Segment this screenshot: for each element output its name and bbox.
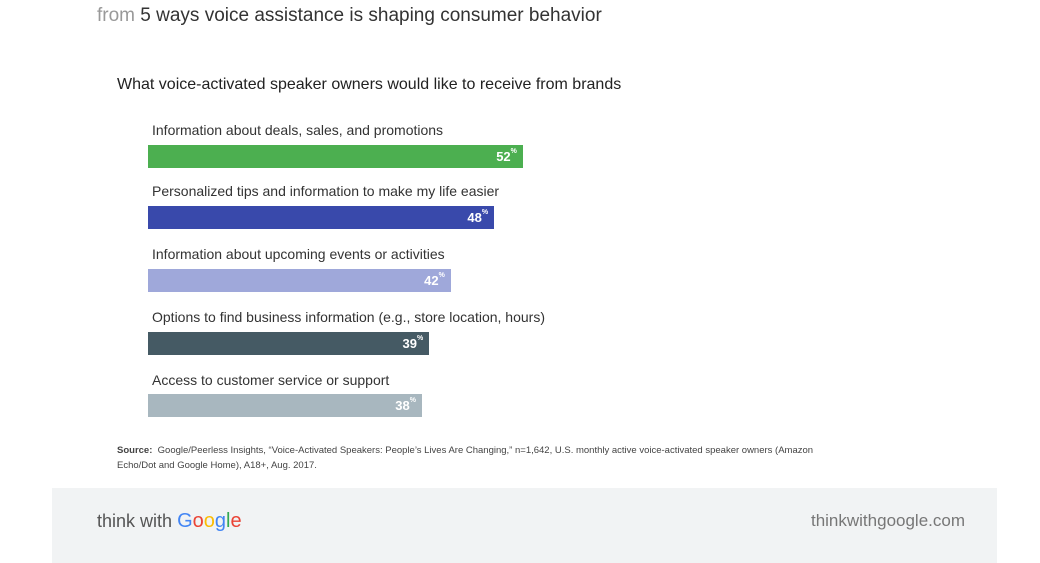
site-url[interactable]: thinkwithgoogle.com <box>810 511 965 530</box>
chart-title: What voice-activated speaker owners woul… <box>117 76 622 93</box>
unit: % <box>481 209 489 216</box>
category-label: Information about deals, sales, and prom… <box>152 122 444 138</box>
bar: 52% <box>148 145 523 168</box>
bar: 38% <box>148 394 422 417</box>
data-value: 39 <box>402 336 417 351</box>
category-label: Information about upcoming events or act… <box>152 246 445 262</box>
data-label: 48% <box>467 209 489 225</box>
data-label: 52% <box>496 148 517 164</box>
unit: % <box>438 272 445 279</box>
category-label: Access to customer service or support <box>152 372 390 388</box>
unit: % <box>510 148 517 155</box>
source-text: Google/Peerless Insights, “Voice-Activat… <box>117 445 814 471</box>
data-value: 42 <box>424 273 439 288</box>
data-label: 38% <box>395 397 416 413</box>
unit: % <box>416 335 424 342</box>
category-label: Options to find business information (e.… <box>152 309 545 325</box>
data-value: 52 <box>496 149 511 164</box>
bar: 48% <box>148 206 495 229</box>
category-label: Personalized tips and information to mak… <box>152 183 500 199</box>
google-logo: Google <box>177 510 242 532</box>
header-prefix: from <box>97 5 135 26</box>
data-label: 42% <box>424 272 445 288</box>
data-value: 48 <box>467 210 482 225</box>
header-title: 5 ways voice assistance is shaping consu… <box>140 5 602 26</box>
source-note: Source: Google/Peerless Insights, “Voice… <box>117 443 817 473</box>
brand-prefix: think with <box>97 511 173 531</box>
page-header: from 5 ways voice assistance is shaping … <box>97 5 602 27</box>
footer: think with Google thinkwithgoogle.com <box>52 488 997 563</box>
bar: 42% <box>148 269 451 292</box>
data-value: 38 <box>395 398 410 413</box>
unit: % <box>409 397 416 404</box>
data-label: 39% <box>402 335 424 351</box>
bar: 39% <box>148 332 430 355</box>
source-label: Source: <box>117 445 153 456</box>
think-with-google-logo[interactable]: think with Google <box>97 510 242 533</box>
